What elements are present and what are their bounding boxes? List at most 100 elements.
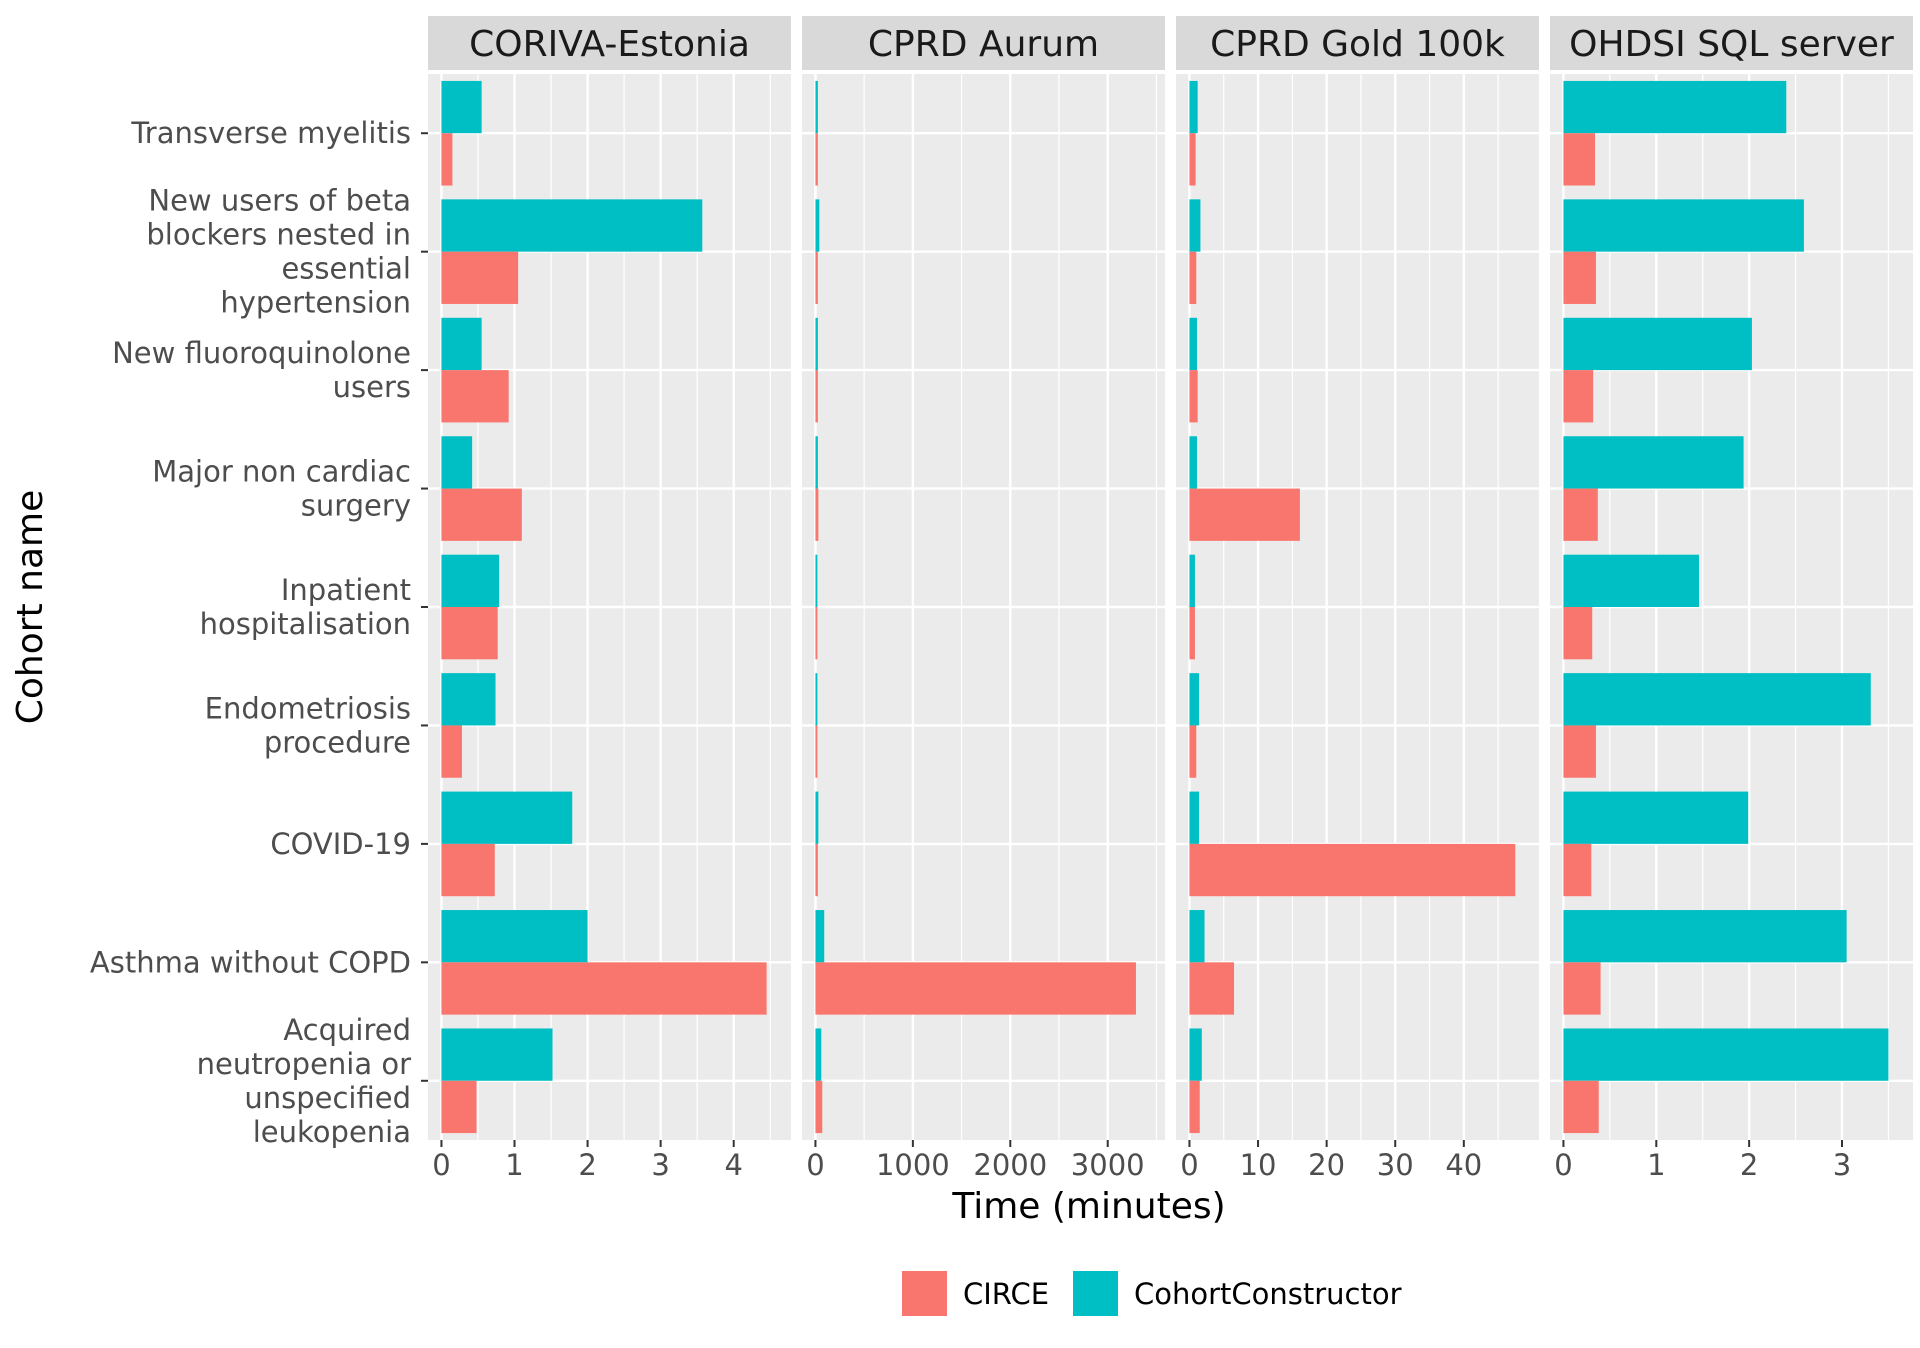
bar-circe [1563,251,1596,304]
bar-circe [441,607,498,660]
bar-cohortconstructor [815,1028,822,1081]
bar-circe [815,962,1136,1015]
y-tick-label: neutropenia or [197,1047,411,1081]
bar-cohortconstructor [441,199,703,252]
bar-cohortconstructor [1563,554,1700,607]
bar-cohortconstructor [1563,436,1744,489]
y-tick-label: essential [281,252,411,286]
bar-circe [1563,488,1598,541]
y-axis-title: Cohort name [10,490,51,724]
bar-circe [441,725,462,778]
bar-cohortconstructor [1189,436,1197,489]
bar-circe [815,1080,823,1134]
legend: CIRCE CohortConstructor [902,1271,1402,1316]
bar-circe [441,1080,477,1134]
bar-cohortconstructor [1563,80,1787,134]
bar-circe [1563,1080,1599,1134]
bar-cohortconstructor [1189,1028,1202,1081]
bar-circe [815,251,818,304]
x-tick-label: 0 [432,1148,450,1182]
bar-circe [1189,133,1196,186]
bar-cohortconstructor [441,791,573,844]
y-tick-label: blockers nested in [146,218,411,252]
bar-circe [1189,251,1197,304]
bar-circe [1563,133,1596,186]
bar-circe [1189,725,1197,778]
bar-circe [441,133,453,186]
bar-circe [815,725,818,778]
facet-panel: CPRD Gold 100k 0 10 20 30 40 [1176,16,1539,1182]
facet-strip [802,16,1165,70]
facet-strip [1550,16,1913,70]
bar-cohortconstructor [815,910,825,963]
y-tick-label: Asthma without COPD [90,945,411,979]
bar-circe [815,488,819,541]
y-tick-label: hospitalisation [200,607,411,641]
y-tick-label: leukopenia [253,1115,411,1149]
bar-cohortconstructor [441,436,473,489]
facet-title: CPRD Gold 100k [1210,24,1505,65]
bar-circe [815,133,818,186]
facet-title: OHDSI SQL server [1569,24,1894,65]
y-tick-label: surgery [301,489,411,523]
y-tick-label: Endometriosis [205,691,411,725]
bar-cohortconstructor [1189,554,1195,607]
x-tick-label: 1000 [876,1148,950,1182]
bar-circe [1563,962,1601,1015]
bar-cohortconstructor [441,317,482,371]
bar-cohortconstructor [441,673,496,726]
y-tick-label: Major non cardiac [152,455,411,489]
bar-circe [1189,962,1235,1015]
bar-cohortconstructor [441,1028,553,1081]
bar-circe [815,607,818,660]
x-tick-label: 1 [1647,1148,1665,1182]
x-tick-label: 0 [1554,1148,1572,1182]
bar-cohortconstructor [441,80,482,134]
facet-strip [428,16,791,70]
bar-circe [1189,1080,1200,1134]
bar-cohortconstructor [1563,199,1804,252]
x-tick-label: 3 [651,1148,669,1182]
x-tick-label: 20 [1308,1148,1345,1182]
bar-cohortconstructor [815,317,818,371]
x-tick-label: 0 [1180,1148,1198,1182]
bar-cohortconstructor [1189,199,1201,252]
y-tick-label: users [333,370,411,404]
y-axis: Transverse myelitis New users of betabloc… [90,116,428,1149]
x-tick-label: 2 [1740,1148,1758,1182]
facet-panel: CPRD Aurum 0 1000 2000 3000 [802,16,1165,1182]
x-tick-label: 3000 [1071,1148,1145,1182]
y-tick-label: New fluoroquinolone [112,336,411,370]
bar-cohortconstructor [441,554,500,607]
bar-circe [1563,725,1596,778]
bar-circe [441,488,522,541]
y-tick-label: hypertension [220,286,411,320]
bar-circe [441,843,495,897]
x-tick-label: 1 [505,1148,523,1182]
x-tick-label: 4 [724,1148,742,1182]
y-tick-label: COVID-19 [270,827,411,861]
legend-label-circe: CIRCE [963,1277,1049,1311]
x-tick-label: 2 [578,1148,596,1182]
x-tick-label: 40 [1445,1148,1482,1182]
legend-key-cohortconstructor [1073,1271,1118,1316]
bar-circe [1189,370,1198,423]
bar-circe [441,370,509,423]
y-tick-label: New users of beta [148,184,411,218]
bar-circe [815,370,818,423]
bar-circe [815,843,818,897]
bar-cohortconstructor [1563,791,1749,844]
bar-circe [1189,488,1300,541]
bar-cohortconstructor [815,673,818,726]
legend-key-circe [902,1271,947,1316]
facet-title: CPRD Aurum [868,24,1099,65]
y-tick-label: Inpatient [281,573,411,607]
bar-circe [441,962,767,1015]
bar-cohortconstructor [1563,317,1752,371]
bar-cohortconstructor [815,436,818,489]
bar-circe [441,251,519,304]
x-tick-label: 3 [1833,1148,1851,1182]
bar-cohortconstructor [815,791,819,844]
